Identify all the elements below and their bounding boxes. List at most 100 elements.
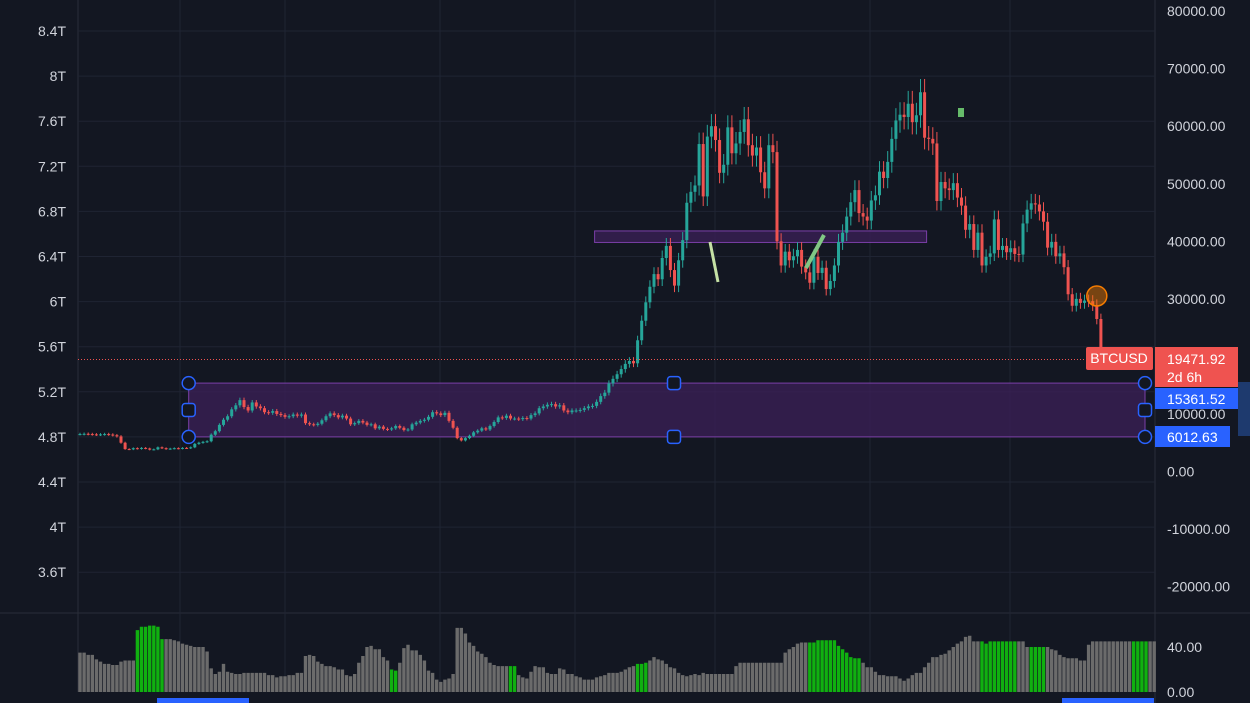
volume-bar — [722, 674, 726, 692]
volume-bar — [996, 641, 1001, 692]
candle-body — [804, 266, 808, 273]
candle-body — [755, 147, 758, 156]
volume-bar — [172, 640, 176, 692]
volume-bar — [353, 674, 357, 692]
resistance-zone-rectangle[interactable] — [594, 230, 928, 243]
zone-edge-handle[interactable] — [1137, 402, 1153, 418]
candle-body — [144, 447, 148, 449]
volume-bar — [439, 681, 443, 692]
volume-bar — [152, 625, 156, 692]
candle-body — [205, 441, 209, 443]
volume-bar — [115, 665, 119, 692]
candle-body — [500, 417, 504, 419]
candle-body — [816, 256, 820, 273]
volume-bar — [918, 672, 923, 692]
candle-body — [882, 171, 886, 178]
volume-bar — [1029, 647, 1033, 692]
volume-bar — [90, 654, 94, 692]
candle-body — [1078, 298, 1082, 303]
volume-bar — [590, 679, 595, 692]
right-axis-tick-label: -20000.00 — [1167, 579, 1230, 595]
volume-bar — [234, 674, 238, 692]
volume-bar — [148, 625, 152, 692]
zone-corner-handle[interactable] — [181, 429, 196, 445]
candle-body — [447, 412, 451, 421]
volume-bar — [886, 676, 890, 692]
volume-bar — [344, 675, 349, 692]
candle-body — [398, 426, 402, 428]
candle-body — [427, 416, 430, 420]
candle-body — [258, 406, 262, 409]
zone-edge-handle[interactable] — [666, 429, 682, 445]
candle-body — [693, 185, 697, 192]
volume-bar — [840, 649, 845, 692]
candle-body — [1091, 301, 1095, 306]
candle-body — [336, 415, 340, 418]
volume-bar — [94, 659, 99, 692]
volume-bar — [197, 647, 201, 692]
zone-corner-handle[interactable] — [1137, 429, 1153, 445]
volume-bar — [1115, 641, 1119, 692]
candle-body — [718, 140, 722, 173]
time-scrollbar-right[interactable] — [1062, 698, 1154, 703]
volume-bar — [435, 679, 439, 692]
volume-bar — [504, 666, 509, 692]
volume-bar — [283, 676, 287, 692]
left-axis-tick-label: 8.4T — [38, 23, 66, 39]
candle-body — [947, 188, 951, 191]
volume-bar — [894, 676, 898, 692]
volume-bar — [804, 642, 808, 692]
support-zone-rectangle[interactable] — [188, 382, 1146, 438]
volume-bar — [578, 677, 582, 692]
candle-body — [439, 413, 443, 416]
candle-body — [1001, 245, 1004, 250]
volume-bar — [348, 676, 353, 692]
candle-body — [820, 267, 824, 273]
volume-bar — [451, 674, 455, 692]
candle-body — [443, 412, 447, 416]
volume-bar — [717, 674, 722, 692]
candle-body — [554, 404, 558, 407]
volume-bar — [635, 663, 640, 692]
zone-edge-handle[interactable] — [666, 375, 682, 391]
left-axis-tick-label: 7.6T — [38, 113, 66, 129]
volume-bar — [471, 645, 476, 692]
zone-edge-handle[interactable] — [181, 402, 196, 418]
candle-body — [1062, 253, 1066, 268]
volume-bar — [693, 674, 697, 692]
candle-body — [246, 407, 250, 411]
volume-bar — [82, 652, 86, 692]
candle-body — [222, 419, 225, 425]
candle-body — [99, 434, 102, 436]
volume-bar — [533, 666, 537, 692]
volume-bar — [295, 672, 299, 692]
volume-bar — [1091, 641, 1095, 692]
volume-bar — [246, 672, 250, 692]
volume-bar — [377, 649, 381, 692]
candle-body — [513, 418, 517, 420]
volume-bar — [783, 652, 787, 692]
candle-body — [480, 428, 484, 431]
zone-corner-handle[interactable] — [181, 375, 196, 391]
bar-countdown: 2d 6h — [1167, 369, 1202, 385]
candle-body — [340, 415, 344, 418]
candle-body — [910, 103, 914, 123]
volume-bar — [824, 640, 828, 692]
candle-body — [619, 369, 623, 375]
candle-body — [980, 232, 984, 266]
volume-bar — [336, 669, 340, 692]
candle-body — [968, 224, 972, 230]
candle-body — [484, 428, 488, 430]
volume-bar — [943, 653, 947, 692]
candle-body — [902, 114, 906, 117]
right-axis-tick-label: 60000.00 — [1167, 118, 1226, 134]
volume-bar — [763, 662, 767, 692]
zone-corner-handle[interactable] — [1137, 375, 1153, 391]
candle-body — [279, 413, 283, 416]
volume-bar — [619, 671, 623, 692]
candle-body — [578, 409, 582, 411]
candle-body — [828, 281, 832, 290]
volume-bar — [754, 662, 759, 692]
time-scrollbar-left[interactable] — [157, 698, 249, 703]
